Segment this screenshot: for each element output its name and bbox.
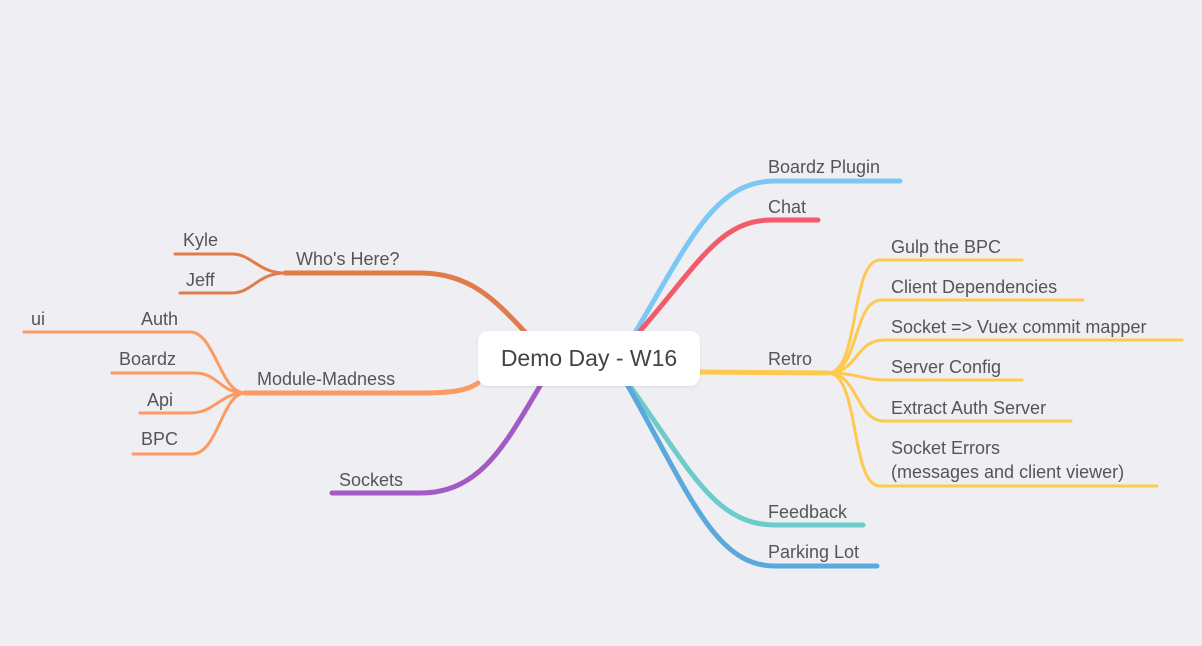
node-gulp-the-bpc[interactable]: Gulp the BPC: [891, 237, 1002, 257]
node-api[interactable]: Api: [147, 390, 174, 410]
node-feedback[interactable]: Feedback: [768, 502, 848, 522]
link-socket-vuex: [826, 338, 1184, 375]
link-retro: [697, 369, 831, 376]
socket-errors-line1: Socket Errors: [891, 438, 1001, 458]
node-boardz-plugin[interactable]: Boardz Plugin: [768, 157, 881, 177]
link-who-here: [282, 270, 528, 335]
node-module-madness[interactable]: Module-Madness: [257, 369, 396, 389]
socket-errors-line2: (messages and client viewer): [891, 462, 1125, 482]
node-chat[interactable]: Chat: [768, 197, 807, 217]
node-bpc[interactable]: BPC: [141, 429, 179, 449]
link-api: [138, 391, 247, 415]
node-sockets[interactable]: Sockets: [339, 470, 404, 490]
link-extract-auth: [826, 371, 1073, 423]
link-boardz-plugin: [633, 178, 903, 334]
link-feedback: [627, 383, 866, 528]
node-retro[interactable]: Retro: [768, 349, 813, 369]
root-label: Demo Day - W16: [500, 345, 678, 371]
node-parking-lot[interactable]: Parking Lot: [768, 542, 860, 562]
root-node[interactable]: Demo Day - W16: [478, 331, 700, 386]
link-socket-errors: [826, 371, 1159, 488]
node-socket-errors[interactable]: Socket Errors (messages and client viewe…: [891, 437, 1124, 483]
node-kyle[interactable]: Kyle: [183, 230, 219, 250]
link-client-deps: [826, 298, 1085, 375]
link-module-madness: [242, 380, 481, 396]
node-extract-auth-server[interactable]: Extract Auth Server: [891, 398, 1047, 418]
link-bpc: [131, 391, 247, 456]
link-gulp: [826, 258, 1024, 375]
node-client-dependencies[interactable]: Client Dependencies: [891, 277, 1058, 297]
node-who-here[interactable]: Who's Here?: [296, 249, 400, 269]
node-server-config[interactable]: Server Config: [891, 357, 1002, 377]
node-boardz[interactable]: Boardz: [119, 349, 177, 369]
link-chat: [637, 217, 821, 334]
link-parking-lot: [625, 383, 880, 569]
link-auth: [133, 330, 247, 395]
link-jeff: [178, 271, 287, 295]
node-ui[interactable]: ui: [31, 309, 46, 329]
node-socket-vuex-mapper[interactable]: Socket => Vuex commit mapper: [891, 317, 1147, 337]
node-jeff[interactable]: Jeff: [186, 270, 215, 290]
node-auth[interactable]: Auth: [141, 309, 179, 329]
link-sockets: [329, 383, 543, 496]
